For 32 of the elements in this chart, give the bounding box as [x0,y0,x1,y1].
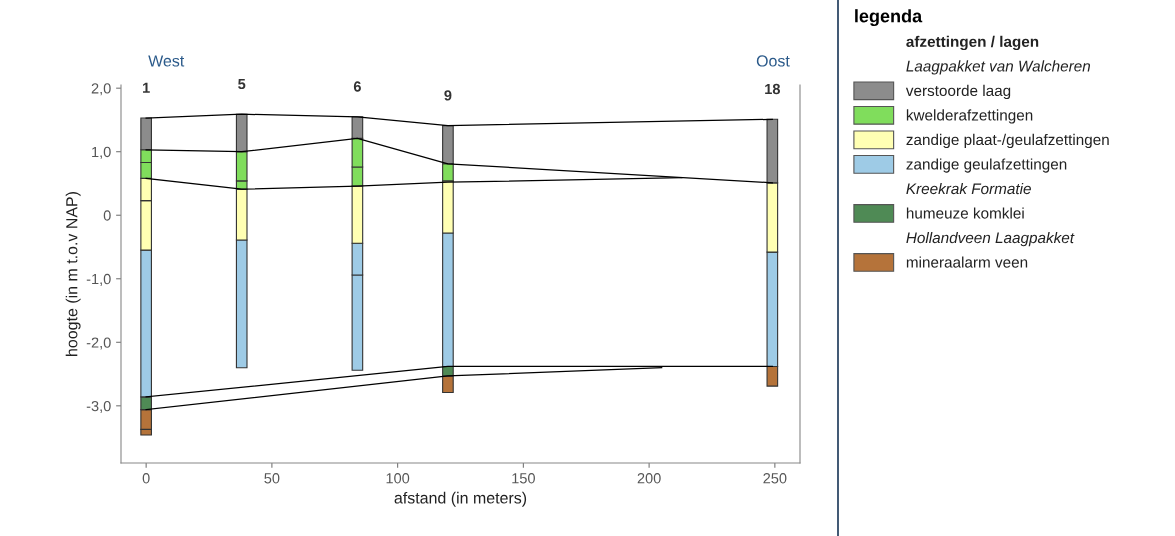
x-tick-label: 0 [142,473,150,484]
x-tick-label: 250 [763,473,787,484]
legend-label: zandige geulafzettingen [906,158,1067,173]
y-tick-label: -1,0 [86,273,111,286]
y-tick-label: -2,0 [86,337,111,350]
x-tick-label: 200 [637,473,661,484]
x-axis-title: afstand (in meters) [394,491,527,507]
legend-label: mineraalarm veen [906,256,1028,268]
text: West [148,55,185,67]
y-axis-title: hoogte (in m t.o.v NAP) [65,191,81,356]
text: Oost [756,55,790,67]
annotation: 1 [143,82,150,93]
legend-label: humeuze komklei [906,207,1024,219]
legend-label: zandige plaat-/geulafzettingen [906,133,1109,149]
y-tick-label: 2,0 [91,83,111,96]
y-tick-label: -3,0 [86,400,111,413]
text: Laagpakket van Walcheren [906,60,1091,75]
text: afzettingen / lagen [906,35,1039,51]
legend-label: verstoorde laag [905,84,1011,100]
text: Hollandveen Laagpakket [906,231,1075,247]
legend-label: kwelderafzettingen [906,109,1033,124]
annotation: 6 [353,81,361,92]
x-tick-label: 100 [386,473,410,484]
annotation: 5 [238,78,246,90]
annotation: 9 [444,90,452,101]
y-tick-label: 0 [103,210,111,221]
annotation: 18 [765,83,780,95]
x-tick-label: 50 [264,473,280,484]
y-tick-label: 1,0 [92,146,111,159]
x-tick-label: 150 [512,473,535,484]
text: Kreekrak Formatie [906,182,1031,195]
legend-title: legenda [855,9,923,27]
